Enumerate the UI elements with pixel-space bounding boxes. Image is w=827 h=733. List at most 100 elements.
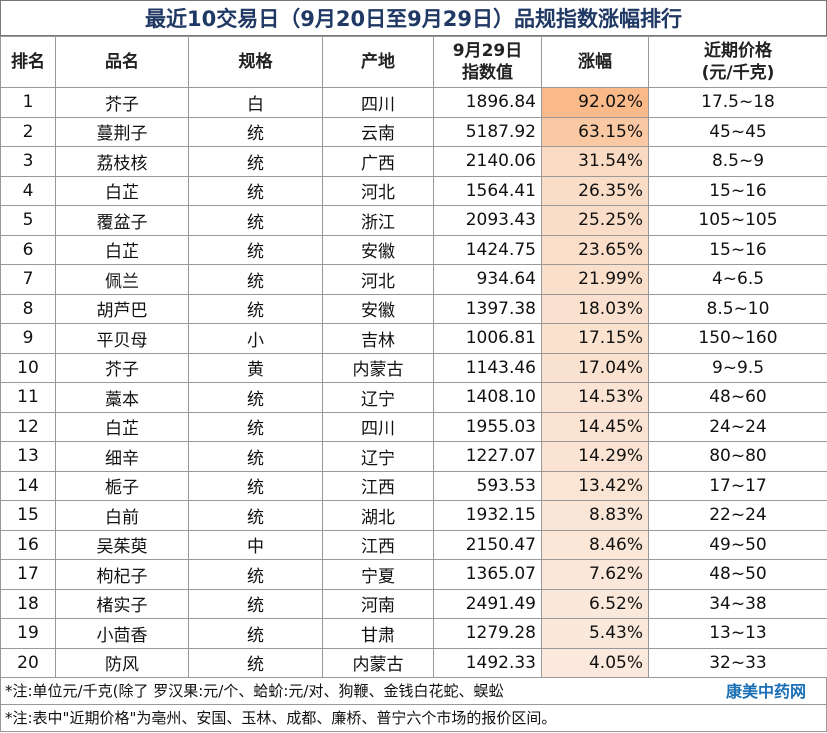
cell: 安徽 <box>322 293 434 324</box>
cell: 48~50 <box>648 559 827 590</box>
cell: 统 <box>188 500 323 531</box>
cell: 9~9.5 <box>648 352 827 383</box>
cell: 6.52% <box>541 588 649 619</box>
cell: 13~13 <box>648 618 827 649</box>
cell: 蔓荆子 <box>55 116 189 147</box>
cell: 统 <box>188 146 323 177</box>
cell: 芥子 <box>55 87 189 118</box>
cell: 4 <box>0 175 56 206</box>
cell: 18 <box>0 588 56 619</box>
cell: 21.99% <box>541 264 649 295</box>
cell: 34~38 <box>648 588 827 619</box>
cell: 1279.28 <box>433 618 542 649</box>
cell: 14.53% <box>541 382 649 413</box>
cell: 1896.84 <box>433 87 542 118</box>
cell: 吴茱萸 <box>55 529 189 560</box>
cell: 浙江 <box>322 205 434 236</box>
cell: 芥子 <box>55 352 189 383</box>
cell: 1006.81 <box>433 323 542 354</box>
cell: 80~80 <box>648 441 827 472</box>
cell: 统 <box>188 441 323 472</box>
cell: 15 <box>0 500 56 531</box>
column-header: 排名 <box>0 36 56 88</box>
cell: 栀子 <box>55 470 189 501</box>
cell: 2093.43 <box>433 205 542 236</box>
cell: 92.02% <box>541 87 649 118</box>
cell: 11 <box>0 382 56 413</box>
table-row: 2 蔓荆子统云南 5187.92 63.15% 45~45 <box>0 116 827 147</box>
cell: 16 <box>0 529 56 560</box>
table-row: 12 白芷统四川 1955.03 14.45% 24~24 <box>0 411 827 442</box>
cell: 6 <box>0 234 56 265</box>
cell: 白芷 <box>55 411 189 442</box>
cell: 广西 <box>322 146 434 177</box>
cell: 2150.47 <box>433 529 542 560</box>
cell: 1143.46 <box>433 352 542 383</box>
cell: 宁夏 <box>322 559 434 590</box>
cell: 内蒙古 <box>322 647 434 678</box>
cell: 河北 <box>322 175 434 206</box>
cell: 甘肃 <box>322 618 434 649</box>
table-row: 18 楮实子统河南 2491.49 6.52% 34~38 <box>0 588 827 619</box>
cell: 统 <box>188 559 323 590</box>
cell: 49~50 <box>648 529 827 560</box>
cell: 8.83% <box>541 500 649 531</box>
cell: 45~45 <box>648 116 827 147</box>
cell: 3 <box>0 146 56 177</box>
footnote-text: *注:单位元/千克(除了 罗汉果:元/个、蛤蚧:元/对、狗鞭、金钱白花蛇、蜈蚣 <box>5 682 504 700</box>
cell: 1397.38 <box>433 293 542 324</box>
table-row: 8 胡芦巴统安徽 1397.38 18.03% 8.5~10 <box>0 293 827 324</box>
cell: 楮实子 <box>55 588 189 619</box>
column-header: 近期价格 (元/千克) <box>648 36 827 88</box>
cell: 10 <box>0 352 56 383</box>
cell: 统 <box>188 264 323 295</box>
cell: 白 <box>188 87 323 118</box>
table-row: 17 枸杞子统宁夏 1365.07 7.62% 48~50 <box>0 559 827 590</box>
column-header: 品名 <box>55 36 189 88</box>
cell: 小茴香 <box>55 618 189 649</box>
table-row: 4 白芷统河北 1564.41 26.35% 15~16 <box>0 175 827 206</box>
cell: 14.45% <box>541 411 649 442</box>
cell: 统 <box>188 293 323 324</box>
cell: 1492.33 <box>433 647 542 678</box>
cell: 15~16 <box>648 234 827 265</box>
cell: 18.03% <box>541 293 649 324</box>
cell: 佩兰 <box>55 264 189 295</box>
cell: 统 <box>188 175 323 206</box>
cell: 1564.41 <box>433 175 542 206</box>
cell: 14.29% <box>541 441 649 472</box>
cell: 22~24 <box>648 500 827 531</box>
cell: 胡芦巴 <box>55 293 189 324</box>
cell: 枸杞子 <box>55 559 189 590</box>
table-row: 1 芥子白四川 1896.84 92.02% 17.5~18 <box>0 87 827 118</box>
table-row: 7 佩兰统河北 934.64 21.99% 4~6.5 <box>0 264 827 295</box>
table-row: 19 小茴香统甘肃 1279.28 5.43% 13~13 <box>0 618 827 649</box>
cell: 26.35% <box>541 175 649 206</box>
cell: 荔枝核 <box>55 146 189 177</box>
cell: 23.65% <box>541 234 649 265</box>
cell: 31.54% <box>541 146 649 177</box>
cell: 统 <box>188 470 323 501</box>
header-row: 排名 品名 规格 产地 9月29日 指数值 涨幅 近期价格 (元/千克) <box>0 36 827 88</box>
cell: 17.5~18 <box>648 87 827 118</box>
cell: 63.15% <box>541 116 649 147</box>
cell: 统 <box>188 411 323 442</box>
header-text: 涨幅 <box>578 52 612 72</box>
footnote-text: *注:表中"近期价格"为亳州、安国、玉林、成都、廉桥、普宁六个市场的报价区间。 <box>5 709 557 727</box>
cell: 24~24 <box>648 411 827 442</box>
table-row: 10 芥子黄内蒙古 1143.46 17.04% 9~9.5 <box>0 352 827 383</box>
cell: 湖北 <box>322 500 434 531</box>
column-header: 涨幅 <box>541 36 649 88</box>
cell: 四川 <box>322 411 434 442</box>
cell: 统 <box>188 588 323 619</box>
cell: 2 <box>0 116 56 147</box>
cell: 统 <box>188 234 323 265</box>
table-row: 14 栀子统江西 593.53 13.42% 17~17 <box>0 470 827 501</box>
cell: 江西 <box>322 470 434 501</box>
header-text: 产地 <box>361 52 395 72</box>
cell: 17.15% <box>541 323 649 354</box>
cell: 统 <box>188 116 323 147</box>
cell: 防风 <box>55 647 189 678</box>
cell: 150~160 <box>648 323 827 354</box>
table-row: 9 平贝母小吉林 1006.81 17.15% 150~160 <box>0 323 827 354</box>
